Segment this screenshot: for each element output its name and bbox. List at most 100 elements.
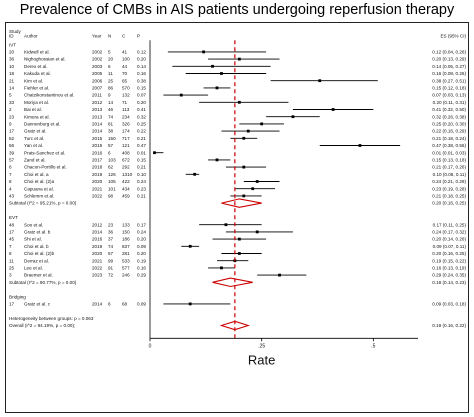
study-c: 422	[122, 179, 130, 184]
study-c: 577	[122, 266, 130, 271]
point-estimate	[211, 64, 214, 68]
subtotal-diamond	[221, 198, 262, 208]
study-id: 52	[9, 136, 15, 141]
study-c: 672	[122, 158, 130, 163]
point-estimate	[215, 158, 219, 162]
study-p: 0.24	[137, 230, 146, 235]
subtotal-diamond	[212, 277, 253, 288]
study-p: 0.41	[137, 107, 146, 112]
study-id: 21	[9, 78, 15, 83]
study-p: 0.09	[137, 302, 146, 307]
study-id: 6	[9, 165, 12, 170]
study-n: 11	[108, 71, 113, 76]
study-author: Zand et al.	[24, 158, 46, 163]
study-p: 0.12	[137, 50, 146, 55]
study-year: 2015	[92, 143, 103, 148]
study-id: 14	[9, 86, 15, 91]
study-es: 0.32 (0.26, 0.38)	[432, 114, 466, 119]
study-author: Gratz et al. c	[24, 302, 51, 307]
study-p: 0.32	[137, 114, 146, 119]
study-n: 57	[108, 143, 114, 148]
point-estimate	[193, 172, 197, 176]
header-study: Study	[9, 29, 21, 34]
study-id: 20	[9, 50, 15, 55]
point-estimate	[237, 237, 241, 241]
study-id: 4	[9, 186, 12, 191]
study-author: Choi et al. b	[24, 244, 49, 249]
study-es: 0.20 (0.13, 0.29)	[432, 57, 466, 62]
study-es: 0.24 (0.21, 0.29)	[432, 179, 466, 184]
study-n: 23	[108, 222, 114, 227]
study-c: 68	[122, 302, 128, 307]
study-id: 9	[9, 122, 12, 127]
overall-es: 0.19 (0.16, 0.22)	[432, 323, 466, 328]
study-year: 2016	[92, 237, 103, 242]
study-year: 2019	[92, 172, 103, 177]
study-es: 0.20 (0.11, 0.31)	[433, 100, 467, 105]
study-year: 2013	[92, 107, 103, 112]
study-year: 2020	[92, 251, 103, 256]
point-estimate	[224, 223, 228, 227]
study-author: Shi et al.	[24, 237, 42, 242]
study-es: 0.41 (0.32, 0.50)	[432, 107, 466, 112]
heterogeneity-text: Heterogeneity between groups: p = 0.063	[9, 316, 94, 321]
study-id: 18	[9, 71, 15, 76]
study-es: 0.16 (0.13, 0.19)	[432, 266, 466, 271]
study-es: 0.20 (0.16, 0.25)	[432, 251, 466, 256]
study-c: 292	[122, 165, 130, 170]
study-n: 6	[108, 150, 111, 155]
study-n: 37	[108, 237, 114, 242]
study-es: 0.09 (0.03, 0.18)	[432, 302, 466, 307]
study-id: 11	[9, 258, 14, 263]
study-year: 2003	[92, 64, 103, 69]
study-year: 2021	[92, 258, 103, 263]
study-c: 234	[122, 114, 130, 119]
study-p: 0.14	[137, 64, 146, 69]
study-es: 0.10 (0.08, 0.11)	[433, 172, 467, 177]
point-estimate	[237, 57, 241, 61]
study-author: Braemer et al.	[24, 273, 53, 278]
point-estimate	[242, 165, 246, 169]
point-estimate	[188, 302, 192, 306]
study-p: 0.15	[137, 158, 146, 163]
study-p: 0.21	[137, 194, 146, 199]
study-id: 43	[9, 194, 15, 199]
study-id: 56	[9, 143, 15, 148]
study-author: Kakuda et al.	[24, 71, 51, 76]
study-es: 0.12 (0.04, 0.26)	[432, 50, 466, 55]
study-n: 74	[108, 114, 114, 119]
study-p: 0.20	[137, 57, 146, 62]
study-id: 3	[9, 273, 12, 278]
study-c: 717	[122, 136, 130, 141]
header-es: ES (95% CI)	[440, 33, 466, 38]
study-c: 281	[122, 251, 130, 256]
study-es: 0.07 (0.03, 0.13)	[432, 93, 466, 98]
point-estimate	[278, 273, 281, 277]
study-year: 2006	[92, 78, 103, 83]
study-es: 0.47 (0.38, 0.56)	[432, 143, 466, 148]
point-estimate	[237, 100, 241, 104]
study-n: 91	[108, 266, 114, 271]
study-n: 150	[108, 136, 116, 141]
study-c: 434	[122, 186, 130, 191]
header-c: C	[122, 33, 126, 38]
study-n: 74	[108, 244, 114, 249]
section-label: IVT	[9, 42, 16, 47]
point-estimate	[255, 180, 259, 183]
study-year: 2023	[92, 273, 103, 278]
study-es: 0.38 (0.27, 0.51)	[432, 78, 466, 83]
study-p: 0.47	[137, 143, 146, 148]
x-tick-label: .25	[258, 343, 265, 349]
study-id: 48	[9, 222, 15, 227]
study-author: Kidwell et al.	[24, 50, 50, 55]
study-c: 65	[122, 78, 128, 83]
study-year: 2019	[92, 244, 103, 249]
study-p: 0.10	[137, 172, 146, 177]
study-c: 408	[122, 150, 130, 155]
point-estimate	[260, 122, 264, 126]
study-year: 2011	[92, 93, 102, 98]
study-p: 0.20	[137, 100, 146, 105]
study-p: 0.15	[137, 86, 146, 91]
point-estimate	[179, 93, 183, 97]
study-n: 103	[108, 158, 116, 163]
